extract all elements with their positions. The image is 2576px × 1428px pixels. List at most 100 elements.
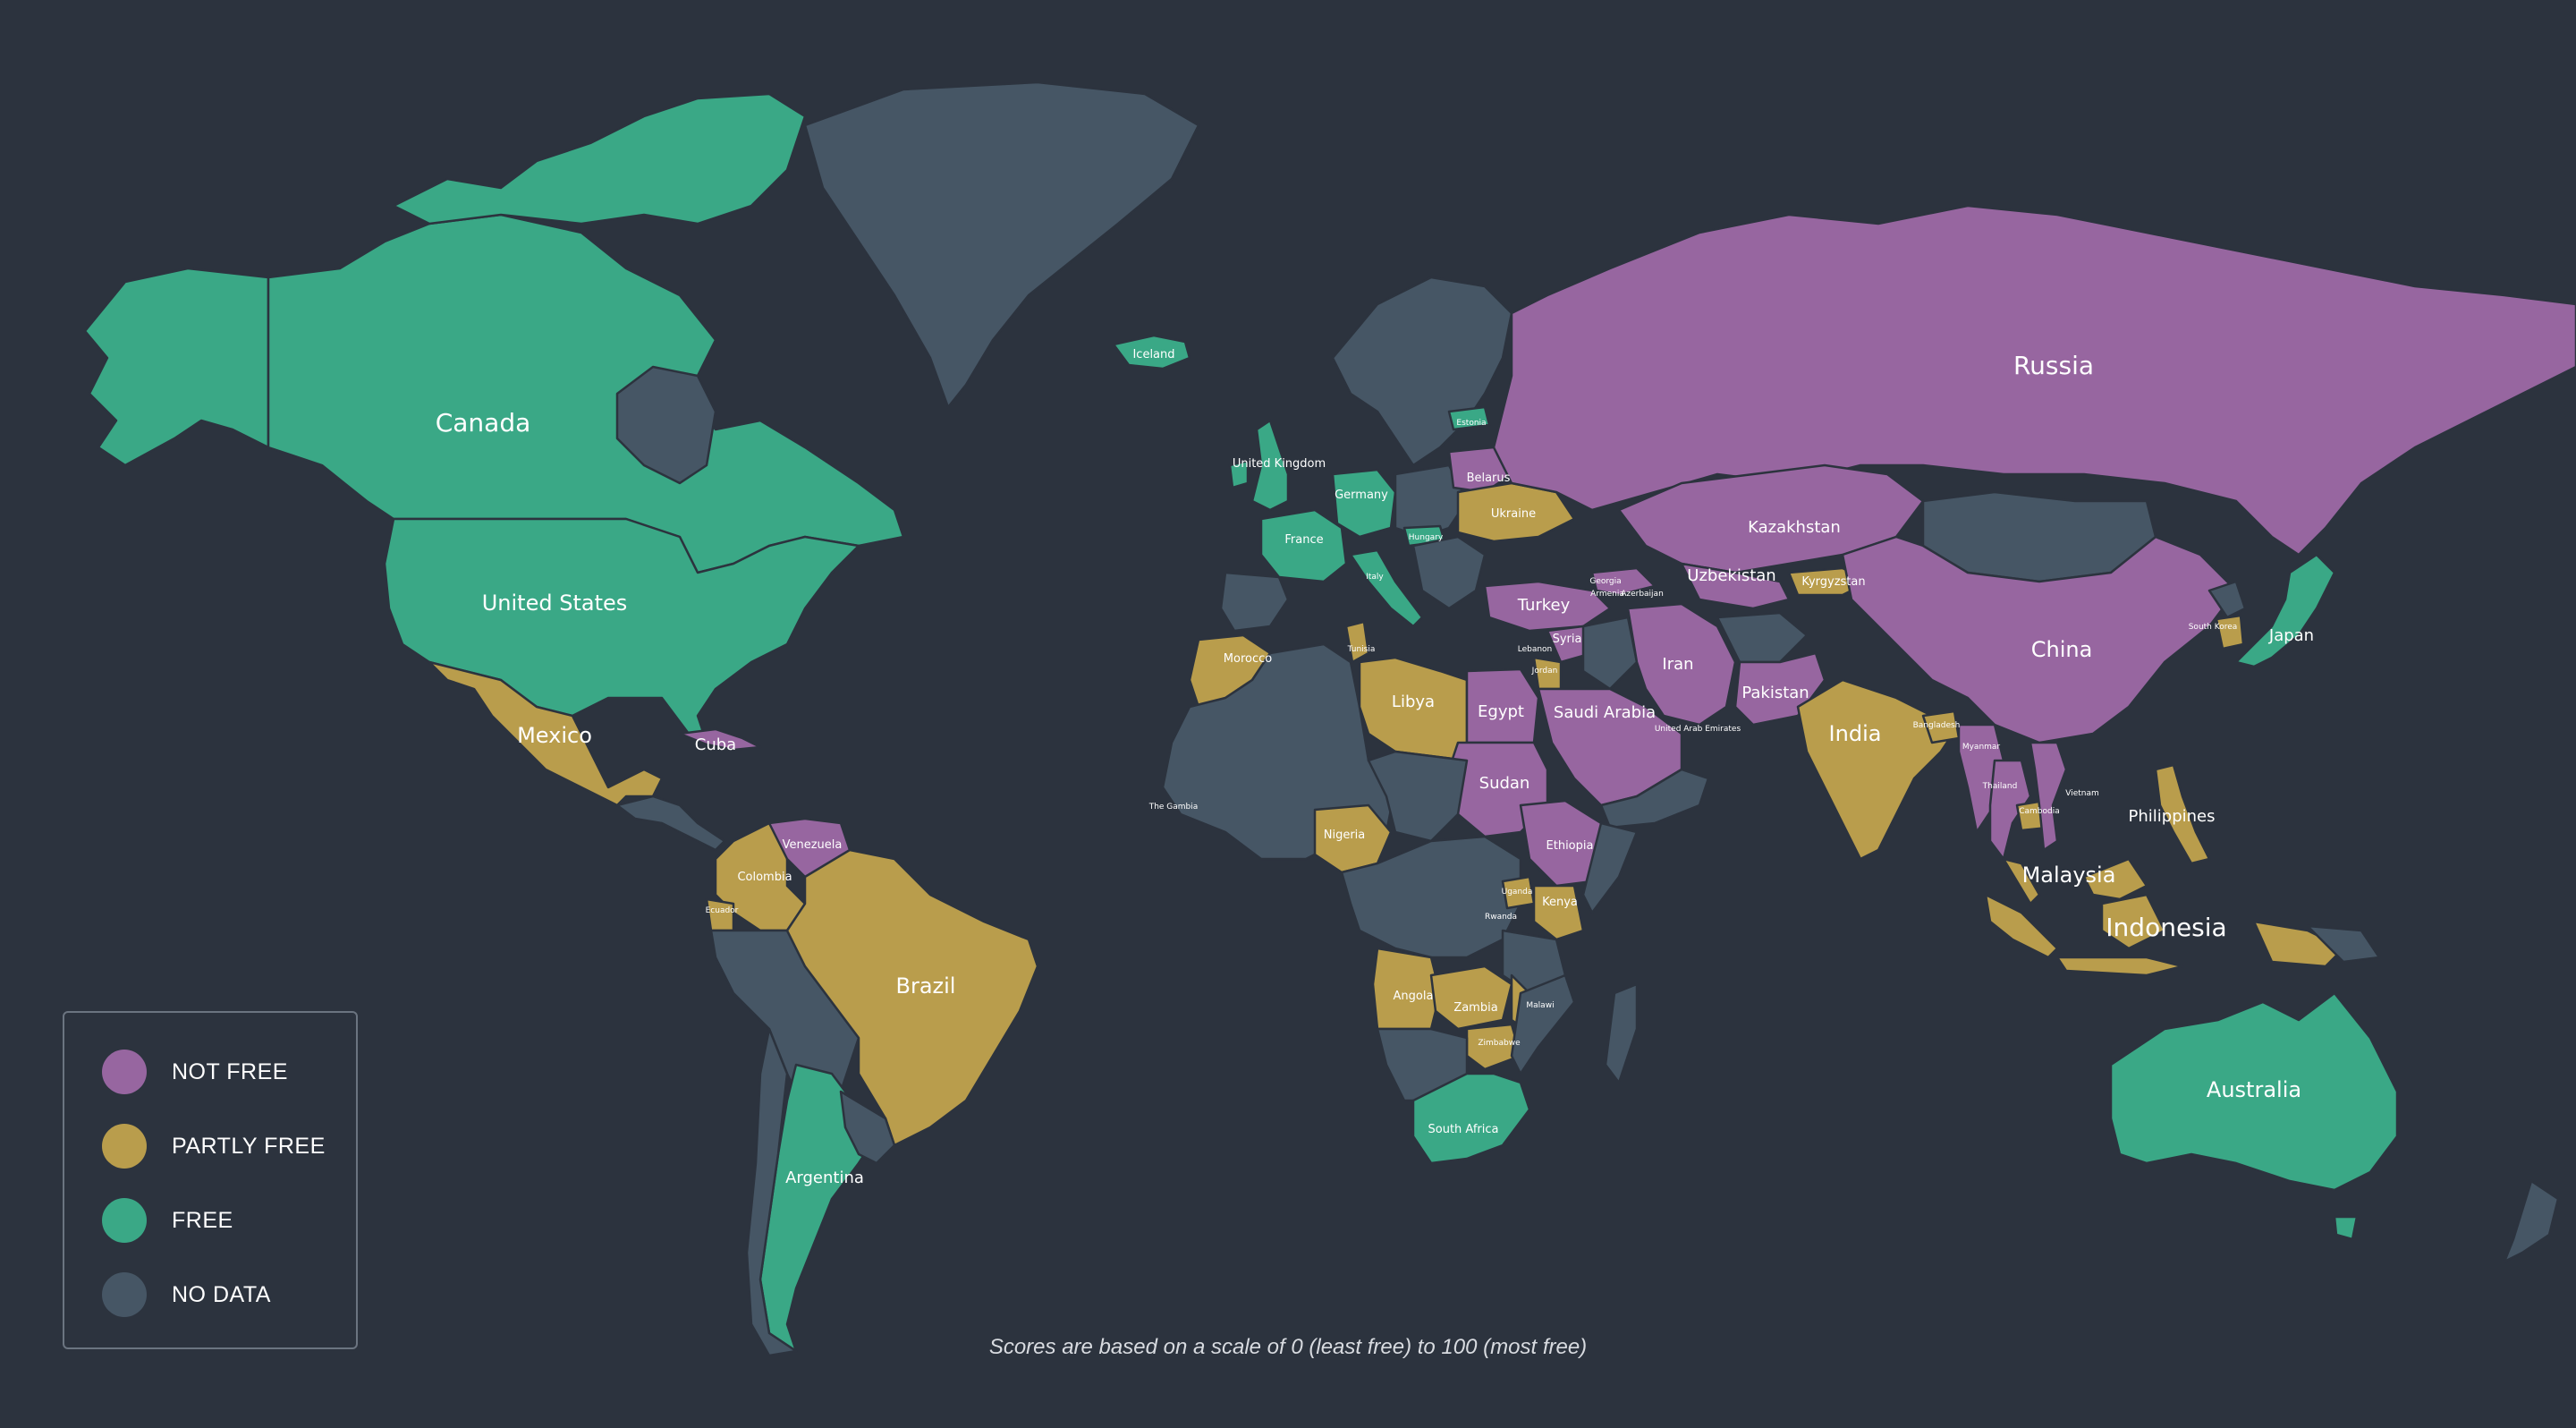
label-australia: Australia bbox=[2207, 1077, 2301, 1102]
label-argentina: Argentina bbox=[785, 1169, 864, 1187]
australia-region[interactable] bbox=[2109, 991, 2399, 1192]
label-brazil: Brazil bbox=[896, 973, 956, 999]
legend: NOT FREE PARTLY FREE FREE NO DATA bbox=[63, 1011, 358, 1349]
label-france: France bbox=[1284, 533, 1323, 547]
mozambique-region[interactable] bbox=[1510, 973, 1576, 1075]
label-saudi-arabia: Saudi Arabia bbox=[1554, 703, 1656, 722]
iraq-region[interactable] bbox=[1581, 616, 1639, 691]
china-region[interactable] bbox=[1841, 535, 2238, 744]
legend-label-no-data: NO DATA bbox=[172, 1281, 271, 1307]
ireland-region[interactable] bbox=[1228, 459, 1250, 489]
label-nigeria: Nigeria bbox=[1324, 829, 1366, 842]
japan-region[interactable] bbox=[2234, 553, 2336, 668]
south-korea-region[interactable] bbox=[2215, 614, 2245, 650]
estonia-region[interactable] bbox=[1447, 405, 1491, 431]
malaysia-region[interactable] bbox=[2002, 857, 2148, 905]
italy-region[interactable] bbox=[1349, 548, 1424, 628]
label-kazakhstan: Kazakhstan bbox=[1748, 518, 1841, 537]
label-lebanon: Lebanon bbox=[1518, 645, 1553, 654]
label-cambodia: Cambodia bbox=[2019, 807, 2060, 816]
label-rwanda: Rwanda bbox=[1485, 913, 1517, 922]
label-armenia: Armenia bbox=[1590, 590, 1624, 599]
caucasus-region[interactable] bbox=[1590, 566, 1657, 597]
cuba-region[interactable] bbox=[678, 727, 762, 752]
russia-region[interactable] bbox=[1492, 204, 2576, 557]
germany-region[interactable] bbox=[1331, 468, 1397, 539]
label-kenya: Kenya bbox=[1542, 896, 1578, 909]
central-europe-region[interactable] bbox=[1394, 463, 1469, 539]
turkey-region[interactable] bbox=[1483, 580, 1612, 633]
chad-niger-region[interactable] bbox=[1367, 750, 1469, 843]
mexico-region[interactable] bbox=[428, 660, 664, 807]
somalia-region[interactable] bbox=[1581, 821, 1639, 914]
iran-region[interactable] bbox=[1626, 602, 1737, 727]
india-region[interactable] bbox=[1796, 678, 1961, 861]
label-libya: Libya bbox=[1392, 693, 1435, 711]
kenya-region[interactable] bbox=[1532, 884, 1585, 941]
balkans-region[interactable] bbox=[1411, 535, 1487, 610]
united-states-region[interactable] bbox=[383, 517, 860, 744]
label-ukraine: Ukraine bbox=[1491, 507, 1536, 521]
legend-swatch-not-free bbox=[102, 1050, 147, 1094]
footnote: Scores are based on a scale of 0 (least … bbox=[988, 1335, 1588, 1359]
label-russia: Russia bbox=[2013, 351, 2094, 380]
label-germany: Germany bbox=[1335, 489, 1388, 502]
tasmania-region[interactable] bbox=[2333, 1215, 2359, 1241]
label-turkey: Turkey bbox=[1517, 596, 1571, 615]
label-canada: Canada bbox=[436, 408, 531, 438]
legend-swatch-partly-free bbox=[102, 1124, 147, 1169]
label-philippines: Philippines bbox=[2129, 807, 2216, 826]
papua-new-guinea-region[interactable] bbox=[2306, 924, 2381, 964]
egypt-region[interactable] bbox=[1465, 667, 1540, 744]
korea-north-region[interactable] bbox=[2207, 580, 2247, 619]
label-tunisia: Tunisia bbox=[1347, 645, 1376, 654]
label-united-kingdom: United Kingdom bbox=[1233, 457, 1326, 471]
central-america-region[interactable] bbox=[615, 795, 726, 852]
uzbekistan-region[interactable] bbox=[1680, 562, 1791, 610]
label-cuba: Cuba bbox=[695, 735, 736, 754]
angola-region[interactable] bbox=[1371, 947, 1442, 1031]
hudson-bay-region bbox=[615, 365, 717, 485]
legend-item-free[interactable]: FREE bbox=[102, 1197, 233, 1244]
label-pakistan: Pakistan bbox=[1741, 684, 1809, 702]
chile-region[interactable] bbox=[745, 1027, 798, 1357]
zambia-region[interactable] bbox=[1429, 965, 1513, 1031]
label-vietnam: Vietnam bbox=[2065, 789, 2099, 798]
afghanistan-region[interactable] bbox=[1716, 611, 1809, 664]
legend-label-not-free: NOT FREE bbox=[172, 1058, 288, 1084]
brazil-region[interactable] bbox=[785, 848, 1039, 1147]
iberia-region[interactable] bbox=[1219, 571, 1290, 633]
label-uae: United Arab Emirates bbox=[1655, 725, 1741, 734]
label-estonia: Estonia bbox=[1456, 419, 1486, 428]
label-jordan: Jordan bbox=[1531, 667, 1558, 676]
label-malaysia: Malaysia bbox=[2022, 863, 2116, 888]
legend-item-not-free[interactable]: NOT FREE bbox=[102, 1049, 288, 1095]
label-colombia: Colombia bbox=[737, 871, 792, 884]
iceland-region[interactable] bbox=[1112, 334, 1191, 370]
label-united-states: United States bbox=[482, 591, 628, 616]
canadian-arctic-islands-region[interactable] bbox=[392, 92, 807, 225]
scandinavia-region[interactable] bbox=[1331, 276, 1513, 467]
uruguay-paraguay-region[interactable] bbox=[839, 1090, 896, 1165]
greenland-region[interactable] bbox=[803, 81, 1200, 409]
label-hungary: Hungary bbox=[1409, 533, 1444, 542]
uk-region[interactable] bbox=[1250, 419, 1290, 512]
label-azerbaijan: Azerbaijan bbox=[1621, 590, 1664, 599]
france-region[interactable] bbox=[1259, 508, 1348, 583]
south-africa-region[interactable] bbox=[1411, 1072, 1531, 1165]
alaska-region[interactable] bbox=[83, 267, 270, 467]
legend-item-partly-free[interactable]: PARTLY FREE bbox=[102, 1123, 326, 1169]
indonesia-region[interactable] bbox=[1984, 893, 2345, 977]
label-zambia: Zambia bbox=[1453, 1001, 1497, 1015]
madagascar-region[interactable] bbox=[1604, 982, 1639, 1084]
philippines-region[interactable] bbox=[2154, 763, 2211, 865]
label-uganda: Uganda bbox=[1502, 888, 1533, 897]
tunisia-region[interactable] bbox=[1344, 620, 1370, 664]
new-zealand-region[interactable] bbox=[2503, 1179, 2560, 1263]
legend-item-no-data[interactable]: NO DATA bbox=[102, 1271, 271, 1318]
vietnam-region[interactable] bbox=[2029, 741, 2068, 852]
label-belarus: Belarus bbox=[1467, 472, 1511, 485]
belarus-region[interactable] bbox=[1447, 446, 1513, 494]
thailand-region[interactable] bbox=[1988, 759, 2032, 861]
